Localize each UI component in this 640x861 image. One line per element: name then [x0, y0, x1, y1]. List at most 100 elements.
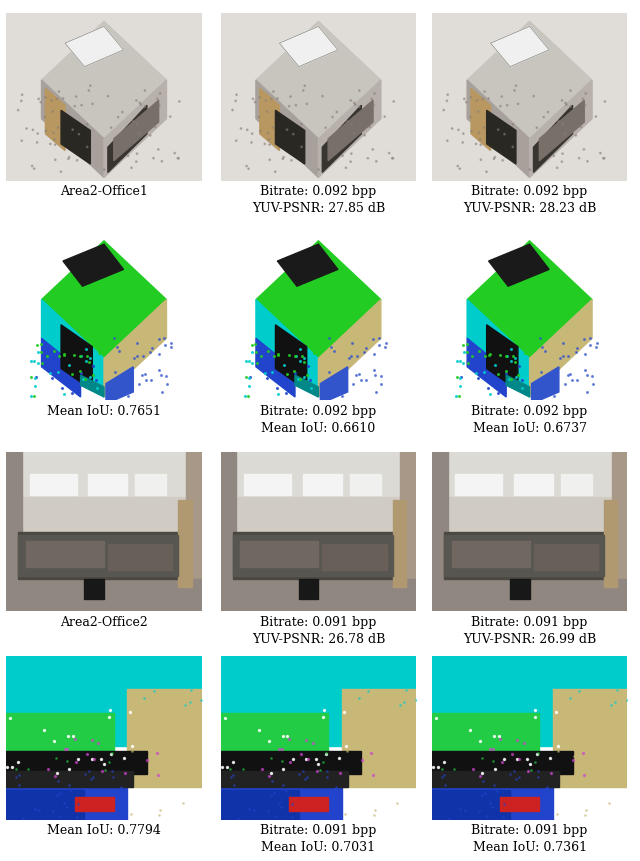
Point — [558, 336, 568, 350]
Point — [220, 711, 230, 725]
Point — [443, 88, 453, 102]
Polygon shape — [6, 774, 127, 820]
Point — [111, 341, 122, 355]
Point — [328, 344, 339, 357]
Point — [401, 684, 411, 697]
Point — [602, 662, 612, 676]
Point — [579, 769, 589, 783]
Point — [117, 105, 127, 119]
Point — [26, 721, 36, 734]
Point — [259, 718, 269, 732]
Point — [26, 354, 36, 368]
Point — [156, 369, 166, 382]
Point — [13, 768, 24, 782]
Point — [463, 356, 473, 369]
Point — [37, 356, 47, 369]
Polygon shape — [534, 544, 598, 570]
Point — [346, 350, 356, 363]
Polygon shape — [260, 89, 279, 151]
Point — [249, 803, 259, 817]
Point — [278, 369, 288, 383]
Point — [33, 338, 43, 352]
Point — [513, 771, 524, 784]
Point — [48, 804, 58, 818]
Point — [79, 767, 90, 781]
Point — [332, 105, 342, 119]
Point — [541, 780, 552, 794]
Polygon shape — [6, 656, 202, 705]
Point — [94, 346, 104, 360]
Point — [29, 380, 40, 393]
Point — [452, 354, 462, 368]
Point — [230, 94, 241, 108]
Polygon shape — [467, 80, 530, 177]
Point — [532, 765, 543, 778]
Point — [250, 667, 260, 681]
Point — [104, 703, 115, 717]
Point — [84, 351, 95, 365]
Point — [289, 364, 300, 378]
Point — [274, 742, 284, 756]
Point — [135, 735, 145, 749]
Point — [58, 91, 68, 105]
Point — [59, 796, 69, 810]
Point — [228, 768, 238, 782]
Polygon shape — [467, 22, 592, 139]
Point — [517, 381, 527, 394]
Polygon shape — [553, 689, 627, 787]
Point — [488, 742, 498, 756]
Point — [580, 347, 590, 361]
Point — [514, 752, 524, 765]
Point — [228, 777, 239, 791]
Point — [282, 123, 292, 137]
Point — [439, 768, 449, 782]
Point — [525, 757, 535, 771]
Point — [228, 755, 238, 769]
Point — [170, 146, 180, 160]
Point — [552, 739, 563, 753]
Point — [355, 659, 365, 672]
Polygon shape — [6, 452, 202, 497]
Point — [537, 341, 547, 355]
Point — [125, 371, 136, 385]
Point — [571, 128, 581, 142]
Point — [553, 744, 563, 758]
Point — [132, 146, 142, 160]
Point — [458, 356, 468, 370]
Point — [369, 99, 379, 113]
Polygon shape — [456, 474, 502, 495]
Point — [512, 753, 522, 766]
Point — [33, 345, 43, 359]
Point — [459, 92, 469, 106]
Point — [323, 672, 333, 685]
Point — [53, 121, 63, 134]
Polygon shape — [532, 367, 559, 404]
Point — [509, 84, 520, 97]
Point — [81, 342, 91, 356]
Point — [580, 99, 590, 113]
Point — [356, 753, 367, 767]
Point — [278, 358, 289, 372]
Text: Bitrate: 0.092 bpp
Mean IoU: 0.6610: Bitrate: 0.092 bpp Mean IoU: 0.6610 — [260, 405, 376, 435]
Point — [243, 389, 253, 403]
Point — [8, 671, 19, 684]
Point — [127, 739, 137, 753]
Point — [29, 354, 40, 368]
Point — [261, 355, 271, 369]
Point — [262, 372, 272, 386]
Point — [84, 765, 94, 778]
Point — [516, 374, 527, 387]
Point — [449, 762, 459, 776]
Point — [29, 802, 40, 816]
Point — [541, 375, 551, 388]
Point — [241, 721, 251, 734]
Polygon shape — [30, 474, 77, 495]
Point — [431, 711, 441, 725]
Point — [180, 698, 191, 712]
Point — [376, 369, 386, 383]
Point — [542, 695, 552, 709]
Point — [276, 754, 287, 768]
Polygon shape — [6, 771, 133, 787]
Polygon shape — [256, 338, 295, 397]
Point — [497, 755, 507, 769]
